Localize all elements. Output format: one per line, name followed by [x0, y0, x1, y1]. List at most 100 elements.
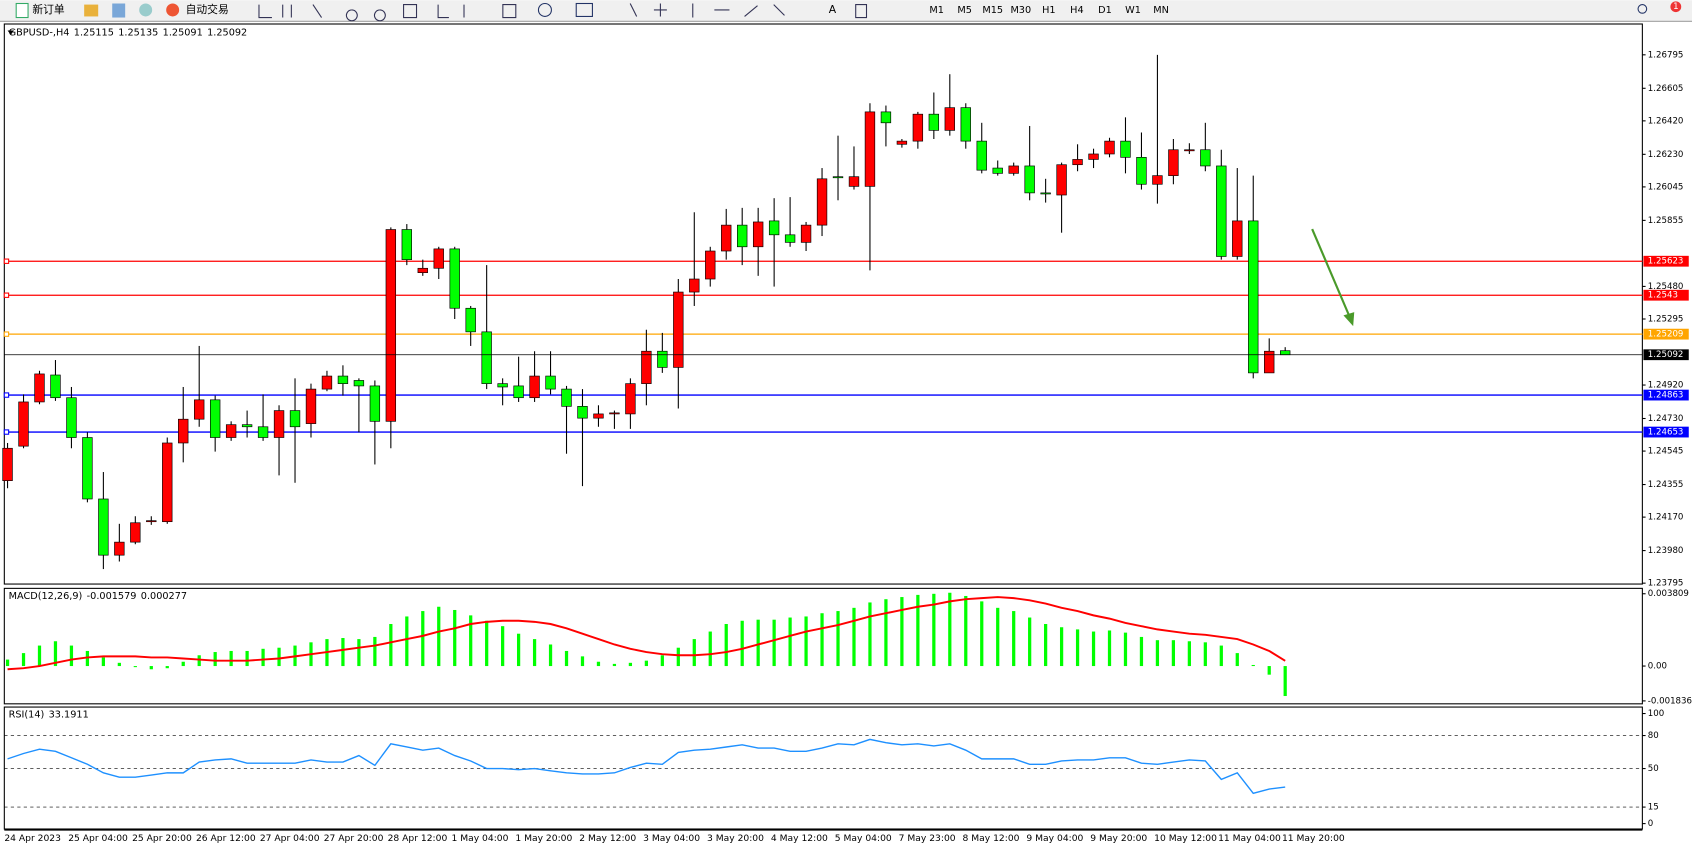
- macd-bar: [964, 595, 968, 667]
- candle-body: [689, 278, 700, 293]
- macd-bar: [1075, 629, 1080, 667]
- macd-bar: [1283, 666, 1287, 697]
- panel-title: MACD(12,26,9) -0.001579 0.000277: [9, 591, 187, 602]
- y-tick-label: 80: [1648, 731, 1659, 741]
- candle-body: [1136, 156, 1147, 185]
- candle-body: [784, 234, 796, 243]
- x-tick-label: 25 Apr 20:00: [132, 833, 192, 844]
- price-label: 1.2543: [1648, 291, 1678, 301]
- timeframe-button[interactable]: M30: [1010, 5, 1031, 16]
- price-label: 1.24863: [1648, 391, 1684, 401]
- candle-body: [1120, 140, 1131, 158]
- candle-body: [481, 331, 492, 384]
- candle-body: [497, 383, 508, 388]
- candle-body: [1152, 175, 1163, 185]
- macd-bar: [996, 607, 1000, 667]
- timeframe-button[interactable]: MN: [1153, 5, 1169, 16]
- macd-bar: [181, 661, 185, 667]
- macd-bar: [389, 624, 393, 667]
- candle-body: [816, 178, 828, 226]
- candle-body: [593, 413, 604, 419]
- y-tick-label: 1.24545: [1648, 447, 1684, 457]
- candle-body: [82, 437, 93, 500]
- search-icon[interactable]: [1637, 4, 1648, 14]
- macd-bar: [1251, 664, 1255, 667]
- macd-bar: [596, 661, 601, 667]
- candle-body: [721, 224, 732, 252]
- candle-body: [209, 399, 221, 438]
- x-tick-label: 1 May 04:00: [451, 833, 508, 844]
- macd-bar: [580, 656, 585, 667]
- candle-body: [1040, 192, 1051, 195]
- macd-bar: [165, 666, 169, 669]
- x-tick-label: 8 May 12:00: [963, 833, 1020, 844]
- macd-bar: [980, 601, 984, 667]
- macd-bar: [85, 650, 90, 667]
- macd-bar: [836, 611, 840, 667]
- macd-bar: [788, 617, 792, 667]
- candle-body: [1216, 165, 1227, 257]
- macd-bar: [405, 616, 409, 667]
- panel-frame: [3, 706, 1643, 830]
- timeframe-button[interactable]: M5: [957, 5, 972, 16]
- macd-bar: [501, 626, 505, 667]
- macd-bar: [916, 594, 920, 667]
- macd-bar: [5, 659, 10, 667]
- y-tick-label: 1.24355: [1648, 480, 1684, 490]
- auto-trading-button[interactable]: 自动交易: [166, 3, 229, 17]
- x-tick-label: 7 May 23:00: [899, 833, 956, 844]
- ohlc-value: 1.25115: [74, 28, 114, 39]
- price-label: 1.24653: [1648, 428, 1684, 438]
- candle-body: [34, 373, 45, 403]
- y-tick-label: 1.25855: [1648, 216, 1684, 226]
- candle-body: [960, 107, 971, 142]
- title: MACD(12,26,9): [9, 591, 83, 602]
- toolbar-text-tool[interactable]: A: [829, 3, 837, 16]
- candle-body: [832, 176, 844, 179]
- y-tick-label: 1.26420: [1648, 116, 1684, 126]
- auto-trading-label: 自动交易: [186, 3, 229, 16]
- signal-value: 0.000277: [141, 591, 187, 602]
- macd-bar: [708, 631, 712, 667]
- macd-bar: [644, 660, 648, 667]
- toolbar-icon[interactable]: [112, 3, 126, 18]
- annotation-arrow: [1311, 228, 1351, 318]
- macd-bar: [1187, 641, 1191, 667]
- timeframe-button[interactable]: M1: [929, 5, 944, 16]
- macd-bar: [948, 592, 952, 667]
- rsi-value: 33.1911: [49, 710, 89, 721]
- timeframe-button[interactable]: W1: [1125, 5, 1141, 16]
- timeframe-button[interactable]: H4: [1070, 5, 1083, 16]
- candle-body: [66, 397, 77, 438]
- x-tick-label: 25 Apr 04:00: [68, 833, 128, 844]
- macd-bar: [820, 613, 824, 667]
- candle-body: [880, 111, 892, 124]
- candle-body: [928, 113, 940, 131]
- toolbar-icon[interactable]: [537, 2, 552, 17]
- toolbar-icon[interactable]: [84, 4, 99, 17]
- candle-body: [1184, 149, 1195, 152]
- x-tick-label: 28 Apr 12:00: [388, 833, 448, 844]
- y-tick-label: 1.24170: [1648, 513, 1684, 523]
- candle-body: [130, 522, 141, 543]
- notification-badge[interactable]: [1670, 1, 1682, 13]
- toolbar-icon[interactable]: [139, 3, 153, 17]
- timeframe-button[interactable]: H1: [1042, 5, 1055, 16]
- timeframe-button[interactable]: D1: [1098, 5, 1112, 16]
- candle-body: [273, 410, 285, 438]
- title-marker: [7, 30, 15, 35]
- new-order-button[interactable]: 新订单: [15, 2, 65, 19]
- ohlc-value: 1.25135: [118, 28, 158, 39]
- y-tick-label: 1.23980: [1648, 546, 1684, 556]
- candle-body: [529, 375, 540, 399]
- y-tick-label: 0.003809: [1648, 589, 1689, 599]
- price-label: 1.25209: [1648, 330, 1684, 340]
- toolbar-bg: [0, 0, 1692, 21]
- chart-area: 1.26795 1.26605 1.26420 1.26230 1.26045 1.258…: [2, 23, 1692, 844]
- macd-bar: [213, 652, 217, 667]
- toolbar-icon[interactable]: [575, 2, 593, 17]
- macd-bar: [1107, 630, 1112, 667]
- candle-body: [289, 410, 301, 428]
- candle-body: [625, 383, 636, 415]
- timeframe-button[interactable]: M15: [982, 5, 1003, 16]
